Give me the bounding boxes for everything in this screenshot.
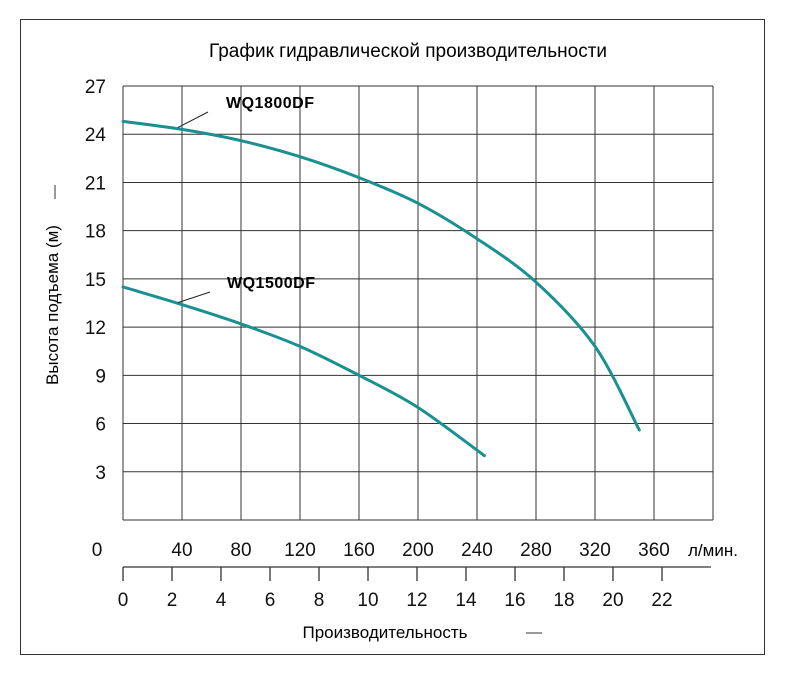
- x-tick-label-m3h: 22: [651, 590, 672, 611]
- x-tick-label-lpm: 40: [171, 540, 192, 561]
- x-tick-label-m3h: 6: [265, 590, 276, 611]
- y-tick-label: 21: [85, 173, 106, 194]
- x-zero-label-lpm: 0: [92, 540, 103, 561]
- y-axis-label: Высота подъема (м): [43, 225, 62, 385]
- x-tick-label-lpm: 200: [402, 540, 434, 561]
- series-line-wq1800df: [121, 119, 641, 432]
- x-tick-label-m3h: 12: [406, 590, 427, 611]
- series-labels: WQ1800DF WQ1500DF: [177, 95, 315, 304]
- x-tick-label-lpm: 360: [638, 540, 670, 561]
- x-tick-label-lpm: 240: [461, 540, 493, 561]
- chart-title: График гидравлической производительности: [209, 41, 607, 62]
- x-tick-label-m3h: 0: [118, 590, 129, 611]
- x-tick-label-m3h: 4: [216, 590, 227, 611]
- series-line-wq1500df: [121, 285, 486, 458]
- series-leader-line: [177, 291, 211, 304]
- x-axis-label: Производительность: [302, 623, 467, 642]
- x-tick-label-m3h: 10: [357, 590, 378, 611]
- y-tick-labels: 3 6 9 12 15 18 21 24 27: [85, 77, 107, 484]
- y-tick-label: 15: [85, 270, 106, 291]
- x-units-label: л/мин.: [688, 541, 738, 560]
- x-tick-label-m3h: 2: [167, 590, 178, 611]
- y-tick-label: 27: [85, 77, 106, 98]
- y-tick-label: 24: [85, 125, 107, 146]
- series-group: [121, 119, 641, 458]
- x-tick-label-m3h: 16: [504, 590, 525, 611]
- y-tick-label: 18: [85, 222, 106, 243]
- series-label: WQ1500DF: [227, 275, 315, 292]
- x-tick-label-lpm: 280: [520, 540, 552, 561]
- x-tick-label-m3h: 20: [602, 590, 623, 611]
- secondary-x-axis: 0 2 4 6 8 10 12 14 16 18 20 22: [118, 566, 711, 611]
- x-tick-label-m3h: 18: [553, 590, 574, 611]
- x-tick-label-m3h: 8: [314, 590, 325, 611]
- x-tick-label-lpm: 160: [343, 540, 375, 561]
- series-label: WQ1800DF: [226, 95, 314, 112]
- chart-frame: [20, 19, 765, 655]
- y-tick-label: 12: [85, 318, 106, 339]
- y-tick-label: 9: [95, 366, 106, 387]
- x-tick-label-lpm: 120: [284, 540, 316, 561]
- series-leader-line: [177, 111, 209, 128]
- y-tick-label: 6: [95, 415, 106, 436]
- grid: [122, 85, 714, 521]
- x-tick-label-lpm: 320: [579, 540, 611, 561]
- x-tick-label-lpm: 80: [230, 540, 251, 561]
- x-tick-label-m3h: 14: [455, 590, 477, 611]
- x-tick-labels-lpm: 40 80 120 160 200 240 280 320 360: [171, 540, 669, 561]
- y-tick-label: 3: [95, 463, 106, 484]
